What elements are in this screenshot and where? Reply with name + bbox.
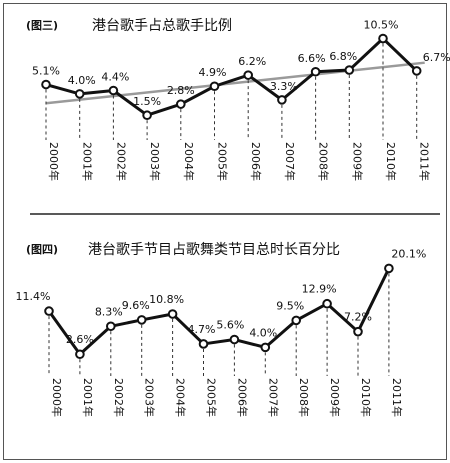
x-tick-label: 2008年 xyxy=(317,142,331,181)
chart-2-figure-label: (图四) xyxy=(26,243,58,256)
x-tick-label: 2004年 xyxy=(182,142,196,181)
data-point xyxy=(136,315,147,325)
data-label: 4.0% xyxy=(68,74,96,87)
data-point xyxy=(229,334,240,345)
data-label: 20.1% xyxy=(391,247,426,260)
x-tick-label: 2010年 xyxy=(359,378,373,417)
data-label: 5.1% xyxy=(32,65,60,78)
data-point xyxy=(167,309,178,319)
x-tick-label: 2006年 xyxy=(235,378,249,417)
chart-1-title: 港台歌手占总歌手比例 xyxy=(92,18,232,34)
data-point xyxy=(243,70,253,80)
data-label: 4.7% xyxy=(188,323,216,336)
x-tick-label: 2008年 xyxy=(297,378,311,417)
data-label: 8.3% xyxy=(95,305,123,318)
data-label: 6.6% xyxy=(298,52,326,65)
x-tick-label: 2006年 xyxy=(249,142,263,181)
data-point xyxy=(277,95,287,105)
data-label: 6.2% xyxy=(238,55,266,68)
data-point xyxy=(44,306,54,316)
data-label: 9.6% xyxy=(122,299,150,312)
data-label: 4.9% xyxy=(199,66,227,79)
data-point xyxy=(344,65,355,75)
data-point xyxy=(322,298,332,309)
x-tick-label: 2001年 xyxy=(81,142,95,181)
x-tick-label: 2009年 xyxy=(328,378,342,417)
x-tick-label: 2000年 xyxy=(47,142,61,181)
data-point xyxy=(291,315,302,326)
data-label: 4.4% xyxy=(101,71,129,84)
chart-2: (图四) 港台歌手节目占歌舞类节目总时长百分比 11.4% 2.6% 8.3%9.6… xyxy=(16,242,427,417)
trend-line xyxy=(45,61,425,105)
x-tick-label: 2002年 xyxy=(114,142,128,181)
data-point xyxy=(142,110,152,121)
x-tick-label: 2004年 xyxy=(174,378,188,417)
data-point xyxy=(106,321,116,332)
figure-frame xyxy=(3,3,447,460)
series-line xyxy=(47,267,391,356)
chart-1: (图三) 港台歌手占总歌手比例 5.1% 4.0% 4.4% 1.5% 2.8% 4.9%… xyxy=(26,18,450,181)
data-point xyxy=(198,339,209,349)
x-tick-label: 2003年 xyxy=(143,378,157,417)
data-label: 4.0% xyxy=(249,326,277,339)
data-point xyxy=(353,326,363,337)
data-point xyxy=(411,66,422,76)
data-label: 10.5% xyxy=(364,19,399,32)
data-label: 2.6% xyxy=(66,333,94,346)
data-label: 12.9% xyxy=(302,283,337,296)
x-tick-label: 2001年 xyxy=(81,378,95,417)
data-point xyxy=(260,342,271,353)
data-label: 11.4% xyxy=(16,290,51,303)
chart-2-title: 港台歌手节目占歌舞类节目总时长百分比 xyxy=(88,242,340,258)
series-line xyxy=(45,37,418,117)
x-tick-label: 2007年 xyxy=(283,142,297,181)
x-tick-label: 2005年 xyxy=(205,378,219,417)
data-point xyxy=(41,79,51,90)
data-point xyxy=(176,99,186,109)
data-label: 6.8% xyxy=(329,50,357,63)
data-label: 5.6% xyxy=(216,319,244,332)
x-tick-label: 2000年 xyxy=(50,378,64,417)
x-tick-label: 2003年 xyxy=(148,142,162,181)
data-label: 7.2% xyxy=(344,311,372,324)
data-label: 3.3% xyxy=(270,80,298,93)
data-label: 9.5% xyxy=(276,299,304,312)
data-label: 6.7% xyxy=(423,51,450,64)
data-label: 2.8% xyxy=(167,84,195,97)
data-point xyxy=(384,263,394,274)
data-point xyxy=(378,33,388,44)
data-label: 1.5% xyxy=(133,95,161,108)
data-point xyxy=(209,81,220,92)
x-tick-label: 2011年 xyxy=(418,142,432,181)
x-tick-label: 2007年 xyxy=(266,378,280,417)
chart-1-figure-label: (图三) xyxy=(26,19,58,32)
x-tick-label: 2002年 xyxy=(112,378,126,417)
data-label: 10.8% xyxy=(149,293,184,306)
data-point xyxy=(108,85,119,96)
data-point xyxy=(310,66,321,77)
data-point xyxy=(75,349,85,360)
x-tick-label: 2011年 xyxy=(390,378,404,417)
x-tick-label: 2010年 xyxy=(384,142,398,181)
x-tick-label: 2009年 xyxy=(350,142,364,181)
x-tick-label: 2005年 xyxy=(216,142,230,181)
data-point xyxy=(74,89,85,99)
